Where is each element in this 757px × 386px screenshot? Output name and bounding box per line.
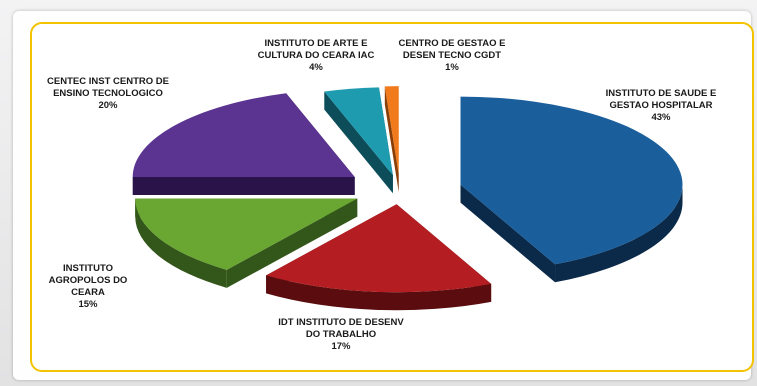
slice-value-label: 1% — [445, 62, 459, 73]
slice-label-5: CENTRO DE GESTAO E DESEN TECNO CGDT 1% — [399, 38, 506, 73]
pie-slice-3 — [132, 93, 355, 177]
slice-name-line: CENTRO DE GESTAO E — [399, 38, 506, 49]
pie-slice-face-4-0 — [324, 91, 393, 194]
slice-name-line: DESEN TECNO CGDT — [403, 50, 501, 61]
pie-slice-4 — [324, 87, 393, 176]
pie-slice-5 — [384, 86, 399, 175]
slice-name-line: ENSINO TECNOLOGICO — [53, 88, 163, 99]
pie-slice-2 — [135, 198, 358, 270]
slice-name-line: IDT INSTITUTO DE DESENV — [278, 317, 404, 328]
pie-slice-face-2-0 — [226, 198, 358, 288]
slice-name-line: CEARA — [71, 287, 105, 298]
pie-slice-side-1 — [266, 275, 492, 311]
pie-slice-face-3-0 — [132, 176, 355, 195]
slice-name-line: INSTITUTO — [63, 263, 113, 274]
pie-slice-side-0 — [555, 184, 683, 283]
pie-slice-face-0-1 — [460, 184, 556, 283]
slice-value-label: 4% — [309, 62, 323, 73]
slice-name-line: INSTITUTO DE SAUDE E — [606, 88, 717, 99]
slice-name-line: DO TRABALHO — [306, 329, 376, 340]
slice-name-line: GESTAO HOSPITALAR — [609, 100, 712, 111]
pie-slice-side-2 — [135, 198, 227, 288]
slice-label-2: INSTITUTO AGROPOLOS DO CEARA 15% — [49, 263, 128, 310]
slice-value-label: 17% — [331, 341, 351, 352]
slice-label-1: IDT INSTITUTO DE DESENV DO TRABALHO 17% — [278, 317, 404, 352]
slice-value-label: 20% — [98, 100, 118, 111]
slice-value-label: 43% — [651, 112, 671, 123]
pie-slice-1 — [266, 204, 492, 293]
slice-name-line: CULTURA DO CEARA IAC — [258, 50, 375, 61]
slice-label-3: CENTEC INST CENTRO DE ENSINO TECNOLOGICO 2… — [47, 76, 169, 111]
slice-label-4: INSTITUTO DE ARTE E CULTURA DO CEARA IAC 4… — [258, 38, 375, 73]
slice-value-label: 15% — [78, 299, 98, 310]
slice-name-line: INSTITUTO DE ARTE E — [265, 38, 368, 49]
pie-slice-face-5-0 — [384, 86, 399, 193]
slice-label-0: INSTITUTO DE SAUDE E GESTAO HOSPITALAR 43% — [606, 88, 717, 123]
slice-name-line: AGROPOLOS DO — [49, 275, 128, 286]
pie-slice-0 — [460, 96, 683, 265]
slice-name-line: CENTEC INST CENTRO DE — [47, 76, 169, 87]
